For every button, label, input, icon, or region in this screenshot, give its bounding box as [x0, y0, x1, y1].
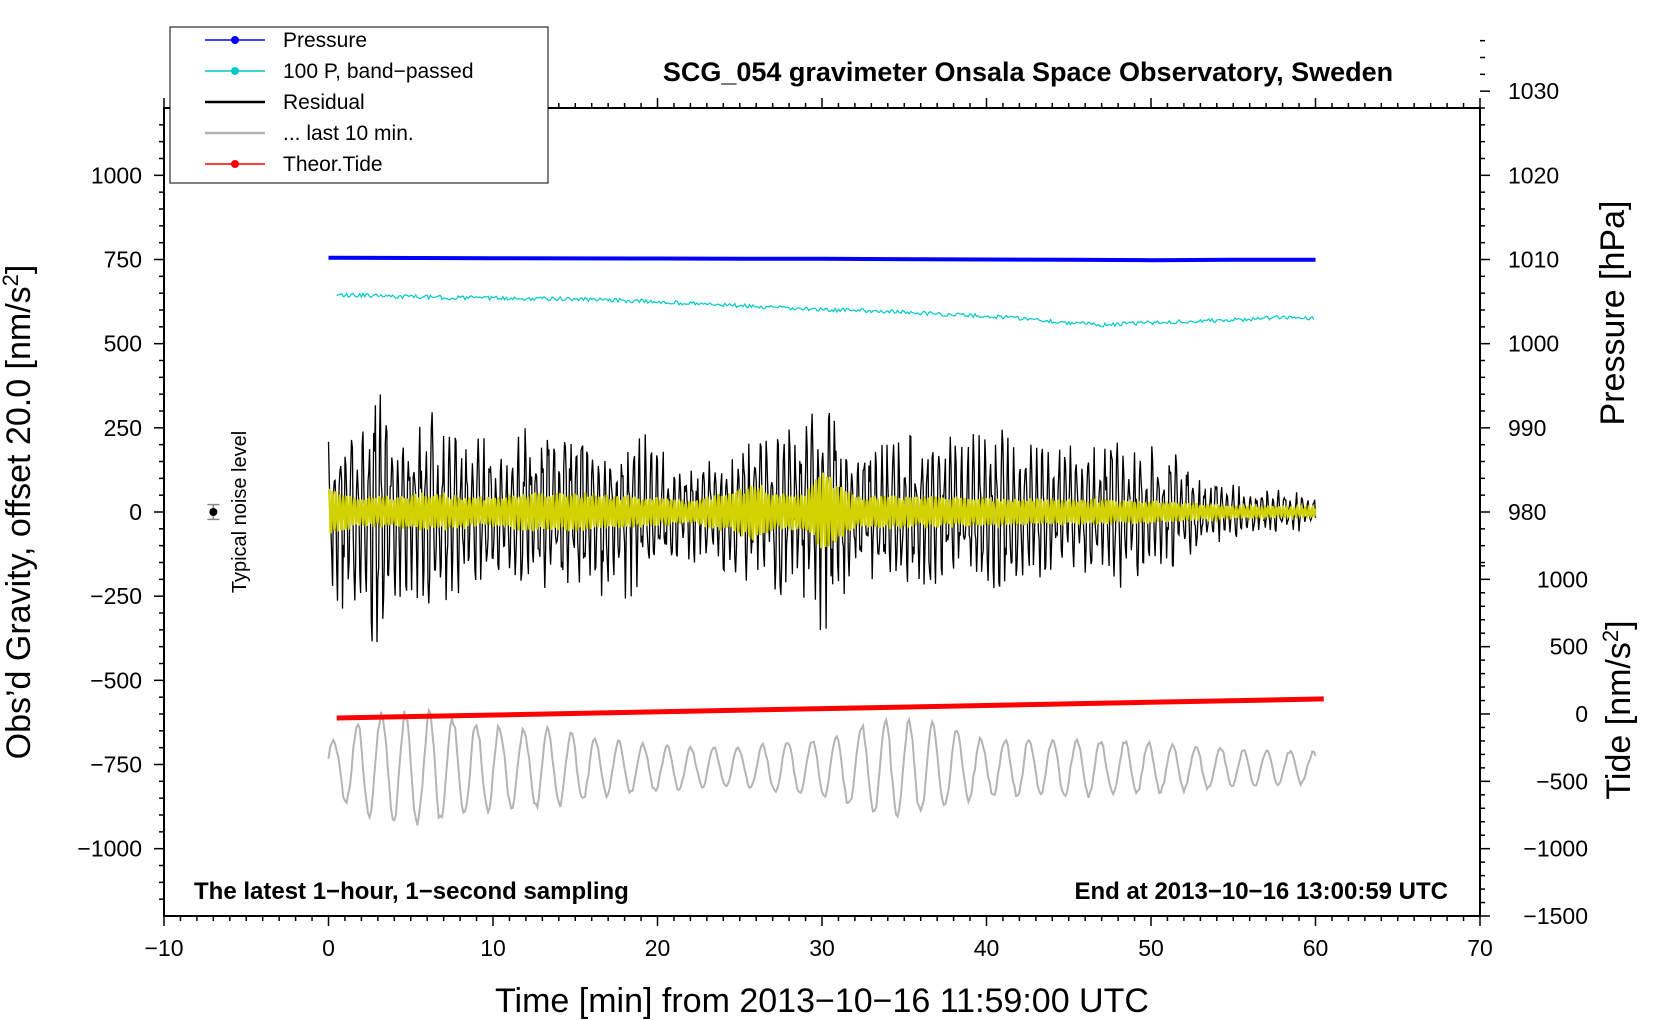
y-pressure-tick-label: 980	[1508, 499, 1546, 525]
annotation-end-time: End at 2013−10−16 13:00:59 UTC	[1074, 878, 1448, 905]
x-tick-label: 70	[1467, 935, 1493, 961]
legend-label: Pressure	[283, 29, 367, 52]
y-tide-tick-label: −500	[1536, 768, 1588, 794]
chart-title: SCG_054 gravimeter Onsala Space Observat…	[663, 57, 1393, 87]
series-layer	[327, 255, 1324, 826]
y-left-tick-label: 750	[104, 247, 142, 273]
noise-point	[209, 508, 218, 516]
series-pressure-bandpassed	[336, 292, 1315, 328]
y-axis-title-tide: Tide [nm/s2]	[1598, 620, 1638, 799]
x-tick-label: 0	[322, 935, 335, 961]
legend-box	[169, 26, 549, 184]
y-left-tick-label: 1000	[91, 162, 142, 188]
x-tick-label: 50	[1138, 935, 1164, 961]
series-last-10-min	[327, 707, 1317, 826]
y-left-tick-label: 0	[129, 499, 142, 525]
y-tide-tick-label: −1500	[1523, 903, 1588, 929]
legend-swatch-marker	[231, 36, 239, 44]
y-left-tick-label: −750	[90, 752, 142, 778]
x-tick-label: 60	[1303, 935, 1329, 961]
y-left-title-end: ]	[0, 265, 38, 274]
x-tick-label: −10	[144, 935, 183, 961]
y-tide-tick-label: 1000	[1537, 566, 1588, 592]
x-tick-label: 30	[809, 935, 835, 961]
y-tide-tick-label: −1000	[1523, 836, 1588, 862]
noise-marker	[207, 503, 220, 521]
x-tick-label: 40	[974, 935, 1000, 961]
x-tick-label: 20	[645, 935, 671, 961]
y-pressure-tick-label: 1000	[1508, 331, 1559, 357]
tick-layer: −10 0 10 20 30 40 50 60 7010007505002500−250−500…	[77, 39, 1588, 961]
x-axis-title: Time [min] from 2013−10−16 11:59:00 UTC	[495, 982, 1149, 1020]
legend-swatch-marker	[231, 160, 239, 168]
y-tide-title-main: Tide [nm/s	[1600, 642, 1638, 799]
y-axis-title-left: Obs’d Gravity, offset 20.0 [nm/s2]	[0, 265, 38, 760]
y-left-title-sup: 2	[0, 274, 23, 286]
legend-label: ... last 10 min.	[283, 122, 414, 145]
y-left-tick-label: −1000	[77, 836, 142, 862]
series-pressure	[328, 255, 1316, 263]
y-tide-title-sup: 2	[1598, 630, 1623, 642]
legend-label: Theor.Tide	[283, 153, 383, 176]
y-left-tick-label: 250	[104, 415, 142, 441]
y-tide-tick-label: 500	[1550, 634, 1588, 660]
y-tide-title-end: ]	[1600, 620, 1638, 629]
y-left-tick-label: −500	[90, 667, 142, 693]
legend-label: Residual	[283, 91, 365, 114]
legend-label: 100 P, band−passed	[283, 60, 474, 83]
y-left-tick-label: 500	[104, 331, 142, 357]
y-tide-tick-label: 0	[1575, 701, 1588, 727]
x-tick-label: 10	[480, 935, 506, 961]
y-axis-title-pressure: Pressure [hPa]	[1594, 201, 1632, 426]
noise-label: Typical noise level	[229, 431, 251, 593]
series-residual	[327, 394, 1317, 643]
legend-swatch-marker	[231, 67, 239, 75]
y-pressure-tick-label: 1030	[1508, 78, 1559, 104]
y-pressure-tick-label: 990	[1508, 415, 1546, 441]
y-pressure-tick-label: 1010	[1508, 247, 1559, 273]
series-bandpassed	[327, 472, 1317, 549]
y-left-title-main: Obs’d Gravity, offset 20.0 [nm/s	[0, 286, 38, 759]
series-theoretical-tide	[336, 696, 1324, 721]
annotation-sampling: The latest 1−hour, 1−second sampling	[194, 878, 629, 905]
legend: Pressure 100 P, band−passed Residual ... la…	[169, 26, 549, 184]
y-left-tick-label: −250	[90, 583, 142, 609]
y-pressure-tick-label: 1020	[1508, 162, 1559, 188]
